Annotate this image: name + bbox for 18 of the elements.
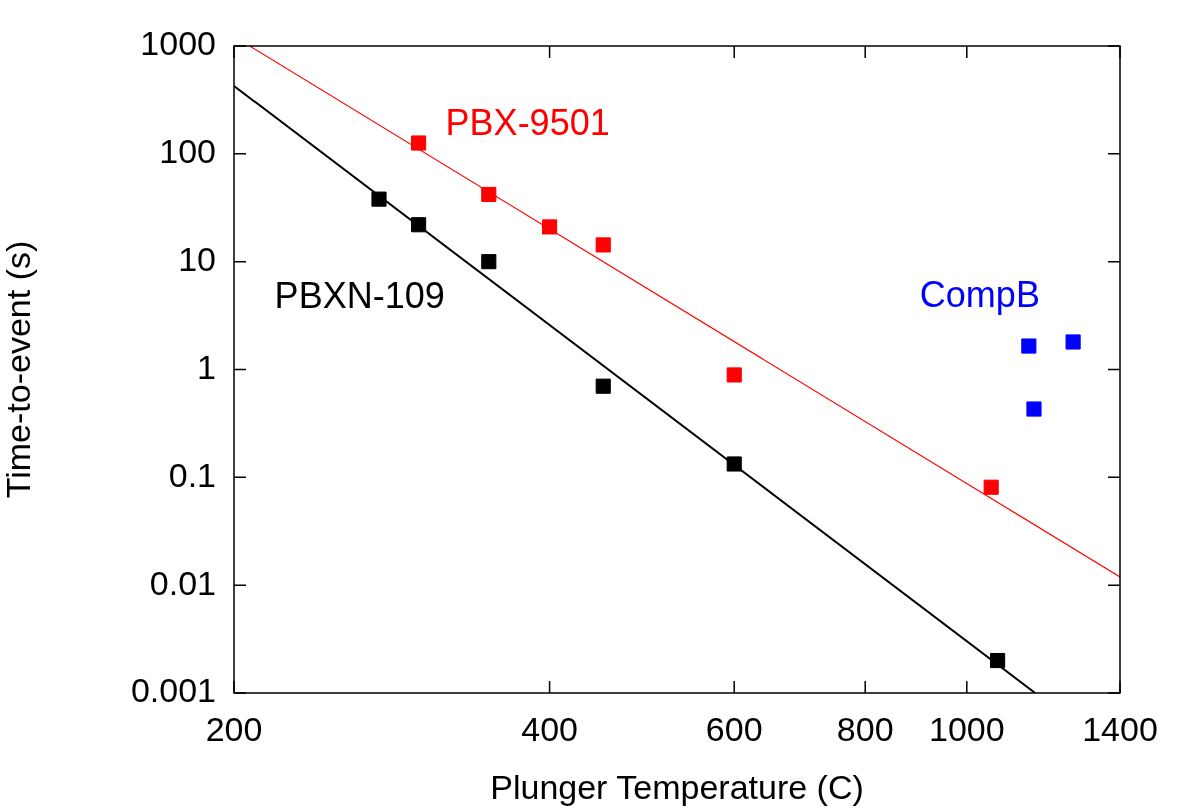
y-tick-label: 10 bbox=[178, 240, 216, 279]
x-tick-label: 200 bbox=[205, 709, 263, 748]
x-tick-label: 1000 bbox=[928, 709, 1005, 748]
series-label: PBXN-109 bbox=[274, 274, 445, 316]
y-tick-label: 0.001 bbox=[130, 671, 216, 710]
series-label: CompB bbox=[919, 273, 1040, 315]
y-axis-title: Time-to-event (s) bbox=[0, 240, 37, 499]
y-tick-label: 0.01 bbox=[149, 563, 216, 602]
x-tick-label: 800 bbox=[836, 709, 894, 748]
y-tick-label: 0.1 bbox=[168, 455, 216, 494]
y-tick-label: 100 bbox=[159, 132, 216, 171]
y-tick-label: 1000 bbox=[140, 24, 216, 63]
x-tick-label: 1400 bbox=[1082, 709, 1158, 748]
x-tick-label: 600 bbox=[705, 709, 763, 748]
text: PBX-9501 bbox=[445, 101, 610, 143]
y-tick-label: 1 bbox=[197, 347, 216, 386]
x-axis-title: Plunger Temperature (C) bbox=[490, 767, 864, 806]
x-tick-label: 400 bbox=[521, 709, 578, 748]
